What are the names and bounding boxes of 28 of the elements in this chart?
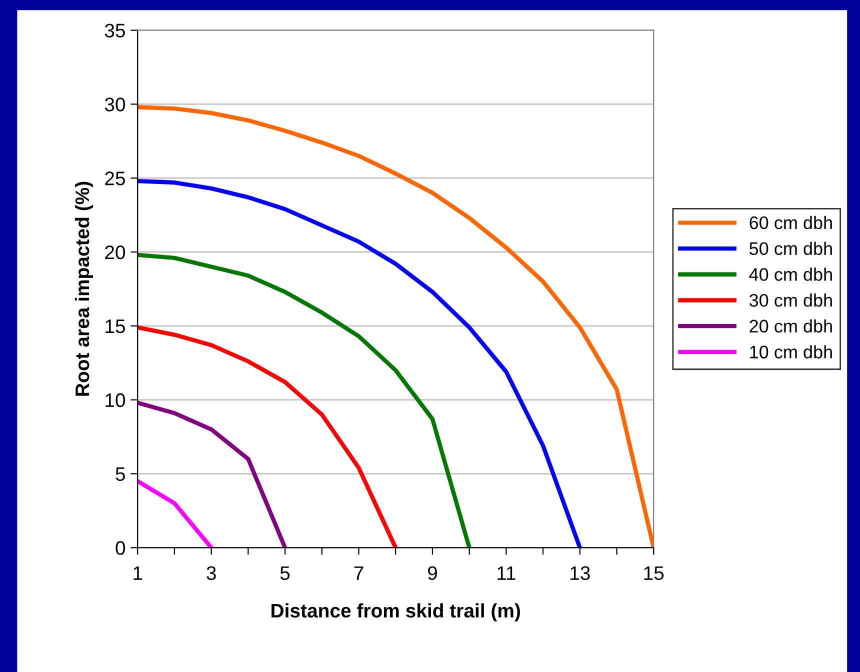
x-tick-label: 11 [498,566,516,580]
x-tick-label: 1 [134,566,142,580]
legend-label: 40 cm dbh [749,268,832,281]
x-axis-title: Distance from skid trail (m) [272,603,520,622]
y-axis-title: Root area impacted (%) [74,182,94,396]
x-tick-label: 3 [206,566,216,580]
x-tick-label: 9 [428,566,437,580]
legend-label: 20 cm dbh [750,319,832,333]
legend-label: 50 cm dbh [750,242,832,256]
x-tick-label: 5 [280,566,290,580]
y-tick-label: 10 [106,393,126,408]
y-tick-label: 15 [106,320,125,334]
line-series [138,325,398,548]
x-tick-label: 15 [644,566,664,580]
y-tick-label: 0 [116,541,126,555]
line-series [138,178,582,548]
x-tick-label: 13 [570,566,590,580]
y-tick-label: 25 [105,172,125,186]
legend-label: 10 cm dbh [750,345,832,358]
y-tick-label: 35 [104,24,125,38]
legend-label: 30 cm dbh [749,293,832,307]
y-tick-label: 20 [105,245,126,260]
x-tick-label: 7 [354,566,364,580]
line-series [138,252,472,548]
y-tick-label: 5 [116,467,125,481]
legend-label: 60 cm dbh [750,216,832,230]
line-series [138,400,288,548]
y-tick-label: 30 [104,98,126,112]
